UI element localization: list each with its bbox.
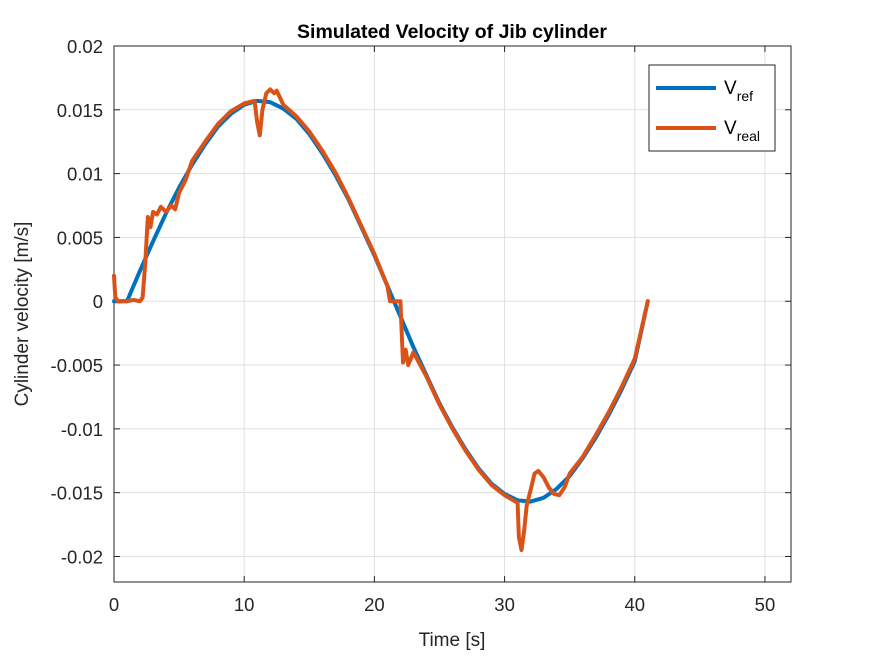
series-line-v-real — [112, 87, 650, 553]
x-axis-label: Time [s] — [419, 630, 486, 651]
y-tick-label: -0.015 — [51, 483, 103, 504]
y-tick-label: 0.01 — [67, 164, 103, 185]
y-tick-label: 0.02 — [67, 36, 103, 57]
legend: Vref Vreal — [648, 64, 776, 152]
chart-title: Simulated Velocity of Jib cylinder — [297, 21, 607, 43]
legend-label-v-real: Vreal — [724, 118, 760, 144]
y-tick-label: -0.01 — [61, 419, 103, 440]
x-tick-label: 30 — [494, 594, 515, 615]
x-tick-label: 10 — [234, 594, 255, 615]
legend-label-v-ref: Vref — [724, 78, 753, 104]
y-tick-label: -0.005 — [51, 355, 103, 376]
series-layer — [112, 87, 650, 553]
y-tick-label: 0.015 — [57, 100, 103, 121]
legend-box — [648, 64, 776, 152]
x-tick-label: 0 — [109, 594, 119, 615]
y-tick-label: 0.005 — [57, 227, 103, 248]
y-axis-ticks: 0.02 0.015 0.01 0.005 0 -0.005 -0.01 -0.015 -0.0… — [51, 36, 791, 567]
x-axis-ticks: 0 10 20 30 40 50 — [109, 46, 775, 615]
plot-frame — [113, 45, 792, 583]
y-tick-label: 0 — [93, 291, 103, 312]
y-axis-label: Cylinder velocity [m/s] — [12, 222, 33, 407]
y-tick-label: -0.02 — [61, 546, 103, 567]
x-tick-label: 40 — [624, 594, 645, 615]
x-tick-label: 50 — [755, 594, 776, 615]
x-tick-label: 20 — [364, 594, 385, 615]
